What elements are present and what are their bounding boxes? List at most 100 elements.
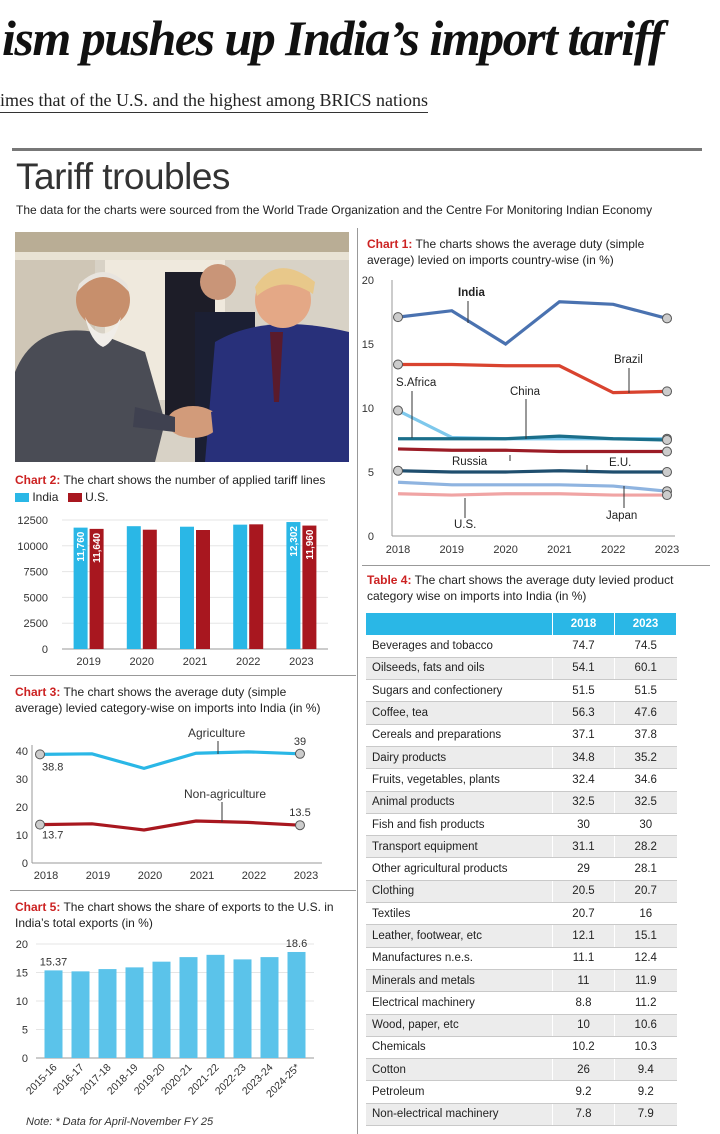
table-row: Fruits, vegetables, plants 32.4 34.6 bbox=[366, 768, 677, 792]
table-cell-category: Chemicals bbox=[366, 1036, 553, 1060]
table-cell-value: 26 bbox=[552, 1058, 615, 1082]
table-cell-value: 20.7 bbox=[614, 880, 677, 904]
subheadline: imes that of the U.S. and the highest am… bbox=[0, 90, 428, 113]
chart1-y-tick-label: 5 bbox=[368, 467, 374, 479]
chart3-bottom-rule bbox=[10, 890, 356, 891]
table-cell-value: 35.2 bbox=[614, 746, 677, 770]
chart1-point-marker bbox=[662, 446, 672, 457]
chart5-y-tick-label: 10 bbox=[16, 996, 28, 1008]
chart1-y-tick-label: 15 bbox=[362, 339, 374, 351]
chart1-point-marker bbox=[393, 465, 403, 476]
table-row: Oilseeds, fats and oils 54.1 60.1 bbox=[366, 657, 677, 681]
chart2-x-tick-label: 2021 bbox=[183, 656, 207, 668]
chart1-x-tick-label: 2019 bbox=[440, 544, 464, 556]
chart3-y-tick-label: 0 bbox=[22, 858, 28, 870]
chart1-point-marker bbox=[393, 312, 403, 323]
table-cell-value: 11 bbox=[552, 969, 615, 993]
chart1-series-line-brazil bbox=[398, 362, 668, 395]
chart3-x-tick-label: 2023 bbox=[294, 870, 318, 882]
chart5-bar bbox=[125, 967, 144, 1058]
leaders-handshake-photo bbox=[15, 232, 349, 462]
table-cell-category: Clothing bbox=[366, 880, 553, 904]
chart2-legend: India U.S. bbox=[15, 489, 108, 505]
chart1-series-label: Russia bbox=[452, 456, 488, 468]
column-divider bbox=[357, 228, 358, 1134]
chart1-x-tick-label: 2022 bbox=[601, 544, 625, 556]
chart5-y-tick-label: 15 bbox=[16, 968, 28, 980]
chart1-x-tick-label: 2023 bbox=[655, 544, 679, 556]
table-cell-value: 47.6 bbox=[614, 701, 677, 725]
chart3-point-marker bbox=[35, 749, 45, 760]
chart2-bar-india bbox=[73, 527, 88, 649]
chart3-point-marker bbox=[295, 820, 305, 831]
table-cell-category: Non-electrical machinery bbox=[366, 1103, 553, 1127]
table-cell-value: 51.5 bbox=[614, 679, 677, 703]
chart3-start-label: 38.8 bbox=[42, 761, 63, 773]
chart5-bar bbox=[152, 961, 171, 1058]
table-cell-value: 20.7 bbox=[552, 902, 615, 926]
table-cell-value: 11.9 bbox=[614, 969, 677, 993]
table-cell-value: 10 bbox=[552, 1014, 615, 1037]
chart3-x-tick-label: 2021 bbox=[190, 870, 214, 882]
chart2-y-tick-label: 0 bbox=[42, 644, 48, 656]
chart1-series-line-china bbox=[398, 434, 668, 442]
table-cell-value: 7.9 bbox=[614, 1103, 677, 1127]
chart2-bar-us bbox=[249, 524, 264, 649]
chart5-bar bbox=[287, 951, 306, 1058]
table-cell-value: 7.8 bbox=[552, 1103, 615, 1127]
chart1-series-label: Japan bbox=[606, 510, 637, 522]
table-cell-category: Minerals and metals bbox=[366, 969, 553, 993]
table-cell-value: 12.4 bbox=[614, 947, 677, 970]
chart2-y-tick-label: 5000 bbox=[24, 592, 48, 604]
table-cell-value: 29 bbox=[552, 857, 615, 881]
chart1-caption: Chart 1: The charts shows the average du… bbox=[367, 237, 645, 267]
table-cell-category: Beverages and tobacco bbox=[366, 635, 553, 658]
footnote: Note: * Data for April-November FY 25 bbox=[26, 1116, 214, 1128]
chart2-bar-us bbox=[89, 528, 104, 649]
chart2-bar-us bbox=[142, 529, 157, 649]
chart1-point-marker bbox=[393, 359, 403, 370]
chart2-y-tick-label: 12500 bbox=[17, 515, 48, 527]
table-cell-value: 74.7 bbox=[552, 635, 615, 658]
chart5-bar bbox=[233, 959, 252, 1058]
table4-duty-table: 2018 2023 Beverages and tobacco 74.7 74.5 O… bbox=[366, 613, 677, 1127]
chart1-series-label: India bbox=[458, 287, 485, 299]
chart3-y-tick-label: 20 bbox=[16, 802, 28, 814]
headline: ism pushes up India’s import tariff bbox=[2, 10, 665, 66]
chart5-data-label-first: 15.37 bbox=[40, 956, 68, 968]
table-cell-category: Leather, footwear, etc bbox=[366, 924, 553, 948]
chart3-series-line bbox=[39, 819, 301, 832]
table-cell-category: Dairy products bbox=[366, 746, 553, 770]
chart5-y-tick-label: 5 bbox=[22, 1025, 28, 1037]
table-cell-value: 9.2 bbox=[552, 1080, 615, 1104]
chart2-bar-india bbox=[286, 522, 301, 649]
chart5-bar bbox=[98, 969, 117, 1058]
chart5-bar bbox=[179, 957, 198, 1058]
chart1-series-line-safrica bbox=[397, 409, 667, 441]
chart3-caption: Chart 3: The chart shows the average dut… bbox=[15, 685, 321, 715]
table-row: Chemicals 10.2 10.3 bbox=[366, 1036, 677, 1060]
chart1-series-label: S.Africa bbox=[396, 377, 437, 389]
table-row: Coffee, tea 56.3 47.6 bbox=[366, 701, 677, 725]
table-cell-value: 37.8 bbox=[614, 724, 677, 747]
table-cell-category: Electrical machinery bbox=[366, 991, 553, 1015]
table-row: Other agricultural products 29 28.1 bbox=[366, 857, 677, 881]
table-cell-value: 9.4 bbox=[614, 1058, 677, 1082]
chart1-series-line-japan bbox=[397, 492, 667, 497]
chart1-bottom-rule bbox=[362, 565, 710, 566]
table-row: Manufactures n.e.s. 11.1 12.4 bbox=[366, 947, 677, 970]
table-cell-value: 12.1 bbox=[552, 924, 615, 948]
table-row: Wood, paper, etc 10 10.6 bbox=[366, 1014, 677, 1037]
section-title: Tariff troubles bbox=[16, 156, 230, 197]
chart5-bar bbox=[260, 957, 279, 1058]
table-cell-value: 8.8 bbox=[552, 991, 615, 1015]
chart1-series-label: E.U. bbox=[609, 457, 631, 469]
table-cell-value: 56.3 bbox=[552, 701, 615, 725]
chart2-data-label-india: 12,302 bbox=[289, 526, 300, 557]
table-cell-value: 37.1 bbox=[552, 724, 615, 747]
chart3-x-tick-label: 2019 bbox=[86, 870, 110, 882]
table-cell-category: Transport equipment bbox=[366, 835, 553, 859]
table-cell-value: 28.2 bbox=[614, 835, 677, 859]
chart2-x-tick-label: 2020 bbox=[130, 656, 154, 668]
table-cell-value: 11.1 bbox=[552, 947, 615, 970]
